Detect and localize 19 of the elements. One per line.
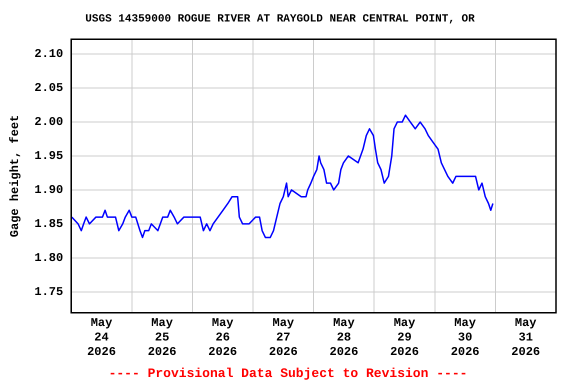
y-tick-label: 2.10 xyxy=(34,47,64,62)
text: ---- Provisional Data Subject to Revision ---- xyxy=(108,366,468,381)
x-tick-label: May 28 2026 xyxy=(329,316,358,359)
y-tick-label: 2.05 xyxy=(34,81,64,96)
x-tick-label: May 26 2026 xyxy=(208,316,238,359)
y-tick-label: 2.00 xyxy=(34,115,64,130)
x-tick-label: May 24 2026 xyxy=(87,316,116,359)
y-axis-title: Gage height, feet xyxy=(8,114,22,238)
chart-title: USGS 14359000 ROGUE RIVER AT RAYGOLD NEAR CENTRAL POINT, OR xyxy=(85,13,476,26)
x-tick-label: May 25 2026 xyxy=(148,316,177,359)
y-tick-label: 1.90 xyxy=(34,182,64,197)
y-tick-label: 1.85 xyxy=(34,216,64,231)
y-tick-label: 1.95 xyxy=(34,148,64,163)
x-tick-label: May 27 2026 xyxy=(268,316,298,359)
x-tick-label: May 29 2026 xyxy=(390,316,419,359)
x-tick-label: May 31 2026 xyxy=(511,316,540,359)
x-tick-label: May 30 2026 xyxy=(450,316,480,359)
y-tick-label: 1.80 xyxy=(34,250,64,265)
y-tick-label: 1.75 xyxy=(34,284,64,299)
